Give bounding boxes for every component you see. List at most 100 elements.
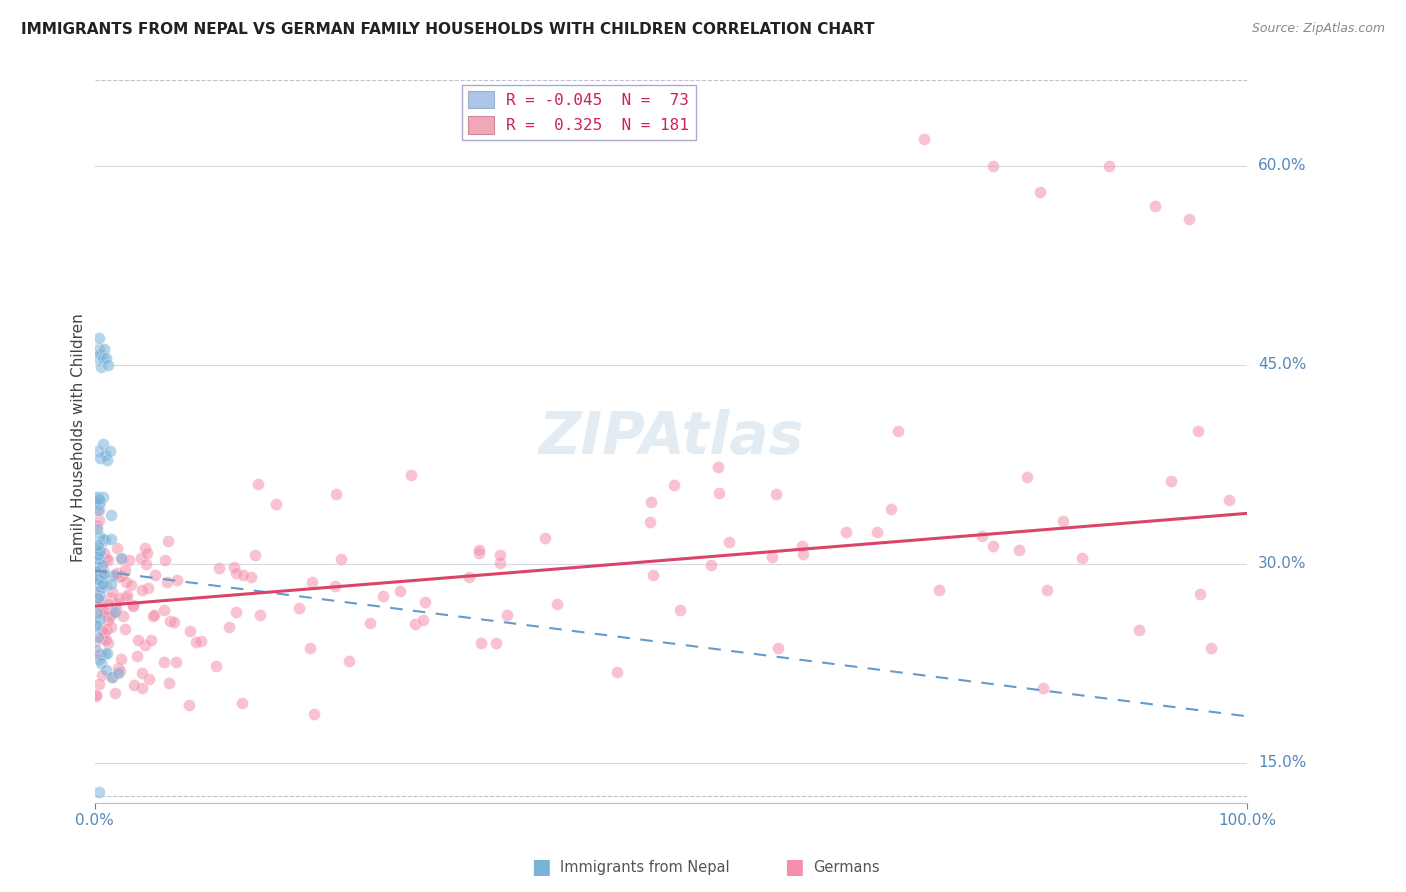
Point bbox=[87, 497, 110, 511]
Point bbox=[93, 625, 115, 640]
Point bbox=[115, 588, 138, 602]
Point bbox=[700, 558, 723, 572]
Point bbox=[1218, 493, 1240, 508]
Point bbox=[135, 558, 157, 572]
Point bbox=[765, 486, 787, 500]
Point bbox=[640, 495, 662, 509]
Point bbox=[84, 590, 107, 604]
Point bbox=[108, 570, 131, 584]
Point bbox=[1128, 624, 1150, 638]
Point bbox=[1052, 514, 1074, 528]
Point bbox=[110, 550, 132, 565]
Point bbox=[485, 636, 508, 650]
Point bbox=[152, 655, 174, 669]
Point bbox=[100, 508, 122, 522]
Point bbox=[835, 524, 858, 539]
Point bbox=[222, 559, 245, 574]
Point bbox=[89, 342, 111, 356]
Point bbox=[114, 574, 136, 589]
Point bbox=[84, 611, 107, 625]
Point bbox=[157, 675, 180, 690]
Point bbox=[84, 572, 107, 586]
Point bbox=[1071, 551, 1094, 566]
Point bbox=[136, 546, 159, 560]
Point bbox=[207, 561, 229, 575]
Point bbox=[1036, 582, 1059, 597]
Point bbox=[110, 664, 132, 678]
Point bbox=[101, 568, 124, 582]
Point bbox=[96, 608, 118, 623]
Point bbox=[761, 549, 783, 564]
Point bbox=[1189, 587, 1212, 601]
Point bbox=[89, 544, 111, 558]
Text: 15.0%: 15.0% bbox=[1258, 756, 1306, 770]
Point bbox=[470, 636, 492, 650]
Point bbox=[153, 553, 176, 567]
Point bbox=[1160, 474, 1182, 488]
Point bbox=[86, 518, 108, 533]
Point bbox=[91, 569, 114, 583]
Point bbox=[96, 622, 118, 636]
Point bbox=[122, 599, 145, 613]
Point bbox=[371, 589, 394, 603]
Point bbox=[93, 605, 115, 619]
Point bbox=[134, 541, 156, 555]
Point bbox=[87, 677, 110, 691]
Point bbox=[110, 551, 132, 566]
Point bbox=[87, 351, 110, 366]
Point bbox=[264, 497, 287, 511]
Point bbox=[89, 574, 111, 588]
Point bbox=[86, 607, 108, 621]
Point bbox=[246, 476, 269, 491]
Point bbox=[131, 665, 153, 680]
Point bbox=[84, 540, 107, 554]
Point bbox=[96, 635, 118, 649]
Point bbox=[928, 582, 950, 597]
Point bbox=[87, 572, 110, 586]
Point bbox=[205, 659, 228, 673]
Point bbox=[90, 581, 112, 595]
Point bbox=[93, 491, 115, 505]
Point bbox=[1187, 424, 1209, 438]
Point bbox=[89, 554, 111, 568]
Y-axis label: Family Households with Children: Family Households with Children bbox=[72, 313, 86, 562]
Point bbox=[87, 538, 110, 552]
Point bbox=[107, 661, 129, 675]
Point bbox=[301, 575, 323, 590]
Point bbox=[534, 531, 557, 545]
Point bbox=[1178, 211, 1201, 226]
Point bbox=[138, 581, 160, 595]
Point bbox=[101, 669, 124, 683]
Point bbox=[90, 360, 112, 375]
Point bbox=[179, 624, 201, 638]
Point bbox=[89, 648, 111, 663]
Point bbox=[141, 609, 163, 624]
Point bbox=[457, 569, 479, 583]
Point bbox=[84, 688, 107, 702]
Point bbox=[93, 605, 115, 619]
Point bbox=[131, 582, 153, 597]
Text: Source: ZipAtlas.com: Source: ZipAtlas.com bbox=[1251, 22, 1385, 36]
Point bbox=[96, 453, 118, 467]
Text: 60.0%: 60.0% bbox=[1258, 159, 1306, 173]
Point bbox=[87, 529, 110, 543]
Point bbox=[91, 437, 114, 451]
Point bbox=[101, 584, 124, 599]
Point bbox=[1199, 641, 1222, 656]
Point bbox=[97, 553, 120, 567]
Text: ■: ■ bbox=[785, 857, 804, 877]
Point bbox=[1143, 199, 1166, 213]
Point bbox=[91, 668, 114, 682]
Point bbox=[912, 132, 935, 146]
Point bbox=[100, 591, 122, 606]
Text: Germans: Germans bbox=[813, 860, 879, 874]
Point bbox=[110, 651, 132, 665]
Point bbox=[94, 647, 117, 661]
Point bbox=[84, 581, 107, 595]
Point bbox=[983, 159, 1005, 173]
Point bbox=[218, 620, 240, 634]
Point bbox=[84, 618, 107, 632]
Point bbox=[87, 444, 110, 458]
Point bbox=[225, 566, 247, 580]
Point bbox=[98, 608, 121, 623]
